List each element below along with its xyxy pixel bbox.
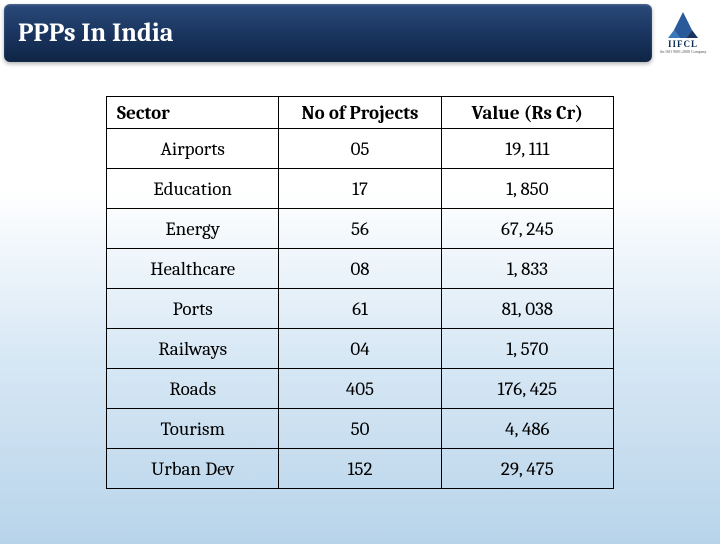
cell-projects: 08	[279, 249, 441, 289]
cell-sector: Healthcare	[107, 249, 279, 289]
cell-projects: 56	[279, 209, 441, 249]
cell-value: 1, 850	[441, 169, 613, 209]
cell-projects: 50	[279, 409, 441, 449]
cell-sector: Ports	[107, 289, 279, 329]
table-row: Healthcare081, 833	[107, 249, 614, 289]
logo-triangle-icon	[668, 12, 698, 38]
cell-value: 176, 425	[441, 369, 613, 409]
cell-sector: Railways	[107, 329, 279, 369]
cell-sector: Tourism	[107, 409, 279, 449]
header-projects: No of Projects	[279, 97, 441, 129]
cell-value: 4, 486	[441, 409, 613, 449]
cell-projects: 61	[279, 289, 441, 329]
table-row: Urban Dev15229, 475	[107, 449, 614, 489]
cell-projects: 04	[279, 329, 441, 369]
table-row: Railways041, 570	[107, 329, 614, 369]
cell-projects: 05	[279, 129, 441, 169]
cell-projects: 405	[279, 369, 441, 409]
cell-sector: Roads	[107, 369, 279, 409]
cell-projects: 17	[279, 169, 441, 209]
cell-projects: 152	[279, 449, 441, 489]
header-sector: Sector	[107, 97, 279, 129]
cell-sector: Energy	[107, 209, 279, 249]
table-row: Tourism504, 486	[107, 409, 614, 449]
cell-value: 67, 245	[441, 209, 613, 249]
header-value: Value (Rs Cr)	[441, 97, 613, 129]
cell-sector: Urban Dev	[107, 449, 279, 489]
logo-subtitle: An ISO 9001:2008 Company	[660, 49, 707, 54]
table-row: Ports6181, 038	[107, 289, 614, 329]
cell-sector: Airports	[107, 129, 279, 169]
table-row: Education171, 850	[107, 169, 614, 209]
table-header-row: Sector No of Projects Value (Rs Cr)	[107, 97, 614, 129]
cell-value: 29, 475	[441, 449, 613, 489]
cell-value: 19, 111	[441, 129, 613, 169]
company-logo: IIFCL An ISO 9001:2008 Company	[656, 12, 710, 66]
table-row: Roads405176, 425	[107, 369, 614, 409]
title-bar: PPPs In India	[4, 4, 652, 62]
table-row: Energy5667, 245	[107, 209, 614, 249]
cell-value: 1, 833	[441, 249, 613, 289]
cell-sector: Education	[107, 169, 279, 209]
cell-value: 1, 570	[441, 329, 613, 369]
ppp-table: Sector No of Projects Value (Rs Cr) Airp…	[106, 96, 614, 489]
data-table-container: Sector No of Projects Value (Rs Cr) Airp…	[106, 96, 614, 489]
table-row: Airports0519, 111	[107, 129, 614, 169]
page-title: PPPs In India	[18, 18, 173, 48]
logo-letters: IIFCL	[668, 39, 698, 49]
cell-value: 81, 038	[441, 289, 613, 329]
